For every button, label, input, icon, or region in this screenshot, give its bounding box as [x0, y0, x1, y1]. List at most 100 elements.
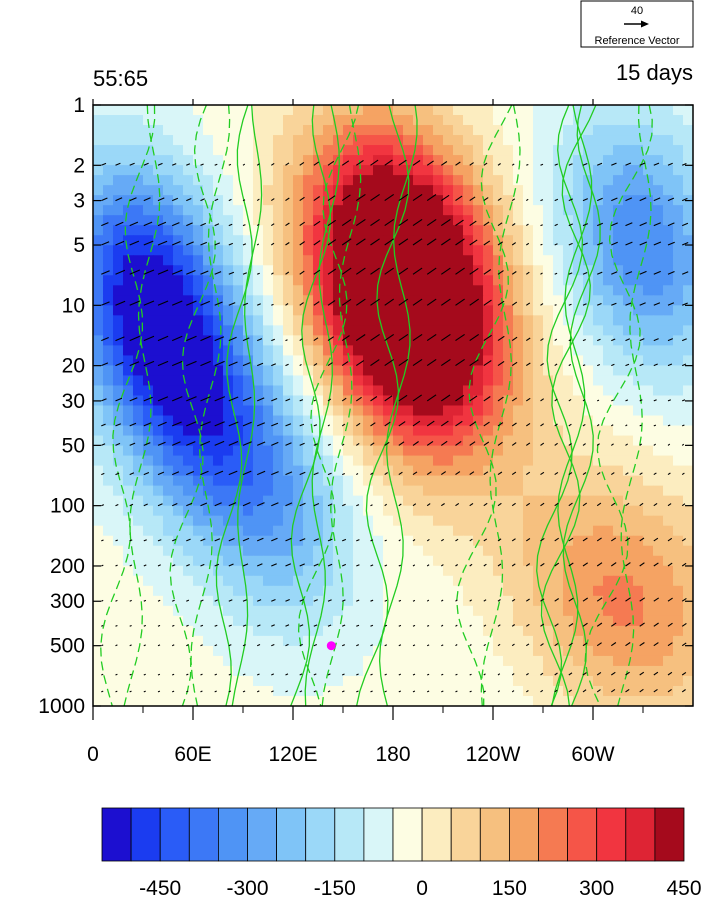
wind-vector: [299, 270, 305, 275]
field-cell: [423, 165, 434, 176]
field-cell: [323, 125, 334, 136]
field-cell: [473, 325, 484, 336]
field-cell: [133, 515, 144, 527]
wind-vector: [355, 334, 366, 342]
wind-vector: [412, 644, 416, 647]
field-cell: [383, 135, 394, 146]
field-cell: [123, 105, 134, 116]
field-cell: [483, 385, 494, 397]
wind-vector: [540, 689, 544, 693]
field-cell: [183, 685, 194, 697]
field-cell: [503, 415, 514, 427]
field-cell: [463, 595, 474, 607]
field-cell: [313, 575, 324, 587]
field-cell: [563, 255, 574, 266]
field-cell: [363, 125, 374, 136]
field-cell: [293, 385, 304, 397]
wind-vector: [242, 537, 250, 542]
field-cell: [643, 565, 654, 577]
field-cell: [353, 105, 364, 116]
field-cell: [263, 605, 274, 617]
field-cell: [583, 225, 594, 236]
field-cell: [273, 415, 284, 427]
field-cell: [343, 655, 354, 667]
field-cell: [303, 665, 314, 677]
field-cell: [363, 505, 374, 517]
field-cell: [343, 115, 354, 126]
field-cell: [103, 495, 114, 507]
wind-vector: [625, 443, 629, 446]
field-cell: [113, 165, 124, 176]
field-cell: [533, 245, 544, 256]
field-cell: [563, 445, 574, 457]
field-cell: [403, 445, 414, 457]
field-cell: [653, 265, 664, 276]
field-cell: [443, 405, 454, 417]
field-cell: [213, 335, 224, 346]
field-cell: [433, 595, 444, 607]
field-cell: [353, 365, 364, 377]
wind-vector: [313, 363, 318, 367]
field-cell: [123, 665, 134, 677]
wind-vector: [412, 564, 416, 567]
field-cell: [113, 665, 124, 677]
wind-vector: [412, 358, 423, 367]
field-cell: [113, 695, 124, 706]
wind-vector: [157, 690, 161, 693]
field-cell: [173, 555, 184, 567]
field-cell: [603, 175, 614, 186]
field-cell: [303, 265, 314, 276]
field-cell: [223, 665, 234, 677]
field-cell: [173, 315, 184, 326]
field-cell: [93, 655, 104, 667]
field-cell: [563, 125, 574, 136]
field-cell: [403, 295, 414, 306]
wind-vector: [398, 539, 401, 542]
field-cell: [533, 465, 544, 477]
field-cell: [113, 105, 124, 116]
field-cell: [363, 375, 374, 387]
field-cell: [293, 155, 304, 166]
field-cell: [413, 415, 424, 427]
field-cell: [353, 525, 364, 537]
field-cell: [423, 285, 434, 296]
field-cell: [443, 675, 454, 687]
colorbar-swatch: [596, 807, 627, 862]
field-cell: [583, 255, 594, 266]
field-cell: [253, 515, 264, 527]
field-cell: [443, 115, 454, 126]
field-cell: [523, 675, 534, 687]
field-cell: [183, 345, 194, 357]
wind-vector: [299, 598, 304, 602]
field-cell: [673, 615, 684, 627]
field-cell: [503, 525, 514, 537]
field-cell: [253, 295, 264, 306]
wind-vector: [384, 624, 388, 627]
field-cell: [103, 355, 114, 367]
field-cell: [603, 125, 614, 136]
field-cell: [343, 145, 354, 156]
x-tick-label: 180: [375, 743, 410, 766]
field-cell: [683, 235, 693, 246]
wind-vector: [653, 502, 658, 507]
wind-vector: [327, 563, 333, 567]
field-cell: [413, 495, 424, 507]
wind-vector: [568, 642, 573, 647]
field-cell: [293, 415, 304, 427]
wind-vector: [554, 471, 559, 476]
field-cell: [143, 555, 154, 567]
field-cell: [683, 635, 693, 647]
field-cell: [363, 135, 374, 146]
field-cell: [513, 445, 524, 457]
field-cell: [333, 365, 344, 377]
field-cell: [243, 425, 254, 437]
field-cell: [603, 535, 614, 547]
wind-vector: [256, 397, 265, 402]
field-cell: [193, 475, 204, 487]
field-cell: [293, 225, 304, 236]
field-cell: [513, 395, 524, 407]
field-cell: [233, 545, 244, 557]
field-cell: [353, 135, 364, 146]
field-cell: [283, 365, 294, 377]
field-cell: [233, 115, 244, 126]
